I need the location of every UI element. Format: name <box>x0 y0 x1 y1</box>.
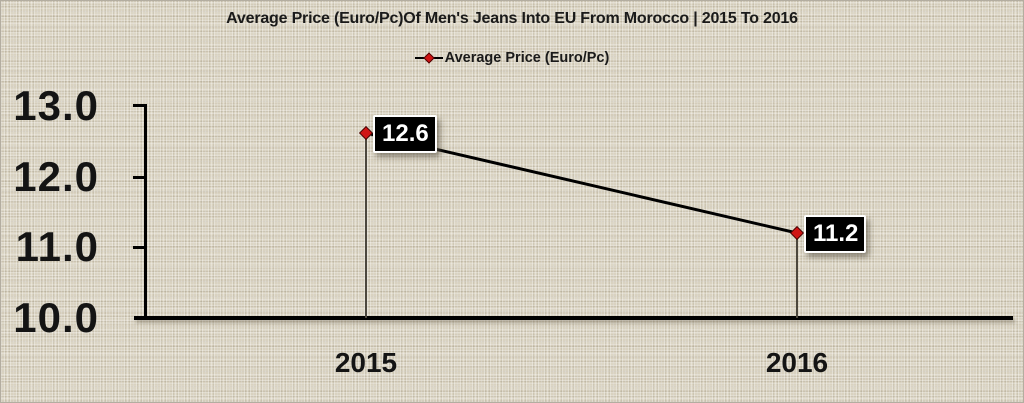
x-axis-line <box>134 316 1013 320</box>
y-axis-tick <box>133 246 146 249</box>
chart-title: Average Price (Euro/Pc)Of Men's Jeans In… <box>226 10 798 27</box>
data-point-marker-2016[interactable] <box>789 225 805 241</box>
y-axis-tick-label: 13.0 <box>13 82 99 129</box>
y-axis-tick-label: 10.0 <box>13 294 99 341</box>
x-axis-label-2015: 2015 <box>334 347 398 378</box>
y-axis-line <box>144 104 147 319</box>
legend-marker-icon <box>414 52 443 64</box>
y-axis-tick <box>133 176 146 179</box>
legend: Average Price (Euro/Pc) <box>1 50 1023 66</box>
legend-label: Average Price (Euro/Pc) <box>444 50 610 66</box>
dropline-2015 <box>365 138 367 318</box>
data-label-2016: 11.2 <box>804 215 867 253</box>
y-axis-tick-label: 11.0 <box>15 223 99 270</box>
data-point-marker-2015[interactable] <box>358 125 374 141</box>
y-axis-tick <box>133 104 146 107</box>
x-axis-label-2016: 2016 <box>765 347 829 378</box>
series-line <box>365 131 798 235</box>
dropline-2016 <box>796 238 798 318</box>
y-axis-tick-label: 12.0 <box>13 153 99 200</box>
data-label-2015: 12.6 <box>373 115 437 153</box>
